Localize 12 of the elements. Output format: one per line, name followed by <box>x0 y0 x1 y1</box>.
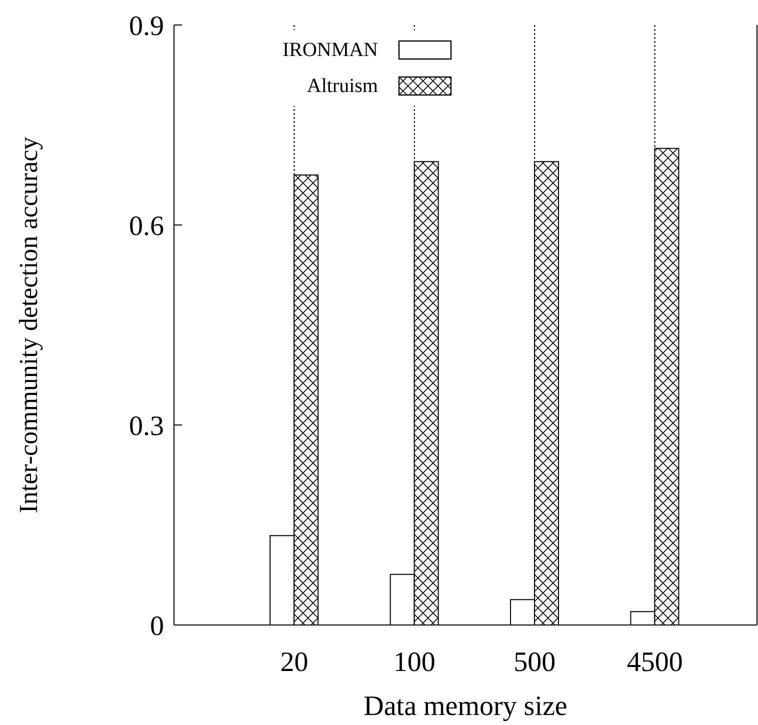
y-tick-label: 0.6 <box>129 210 164 242</box>
x-axis-title: Data memory size <box>364 691 568 722</box>
legend-label: IRONMAN <box>282 38 378 62</box>
x-tick-label: 20 <box>280 646 308 678</box>
x-tick-label: 100 <box>393 646 436 678</box>
x-tick-label: 4500 <box>626 646 683 678</box>
y-tick-label: 0.9 <box>129 10 164 42</box>
x-tick-label: 500 <box>514 646 556 678</box>
y-tick-label: 0 <box>150 610 164 642</box>
legend-label: Altruism <box>306 74 378 98</box>
y-tick-label: 0.3 <box>129 410 164 442</box>
y-axis-title: Inter-community detection accuracy <box>14 136 44 514</box>
